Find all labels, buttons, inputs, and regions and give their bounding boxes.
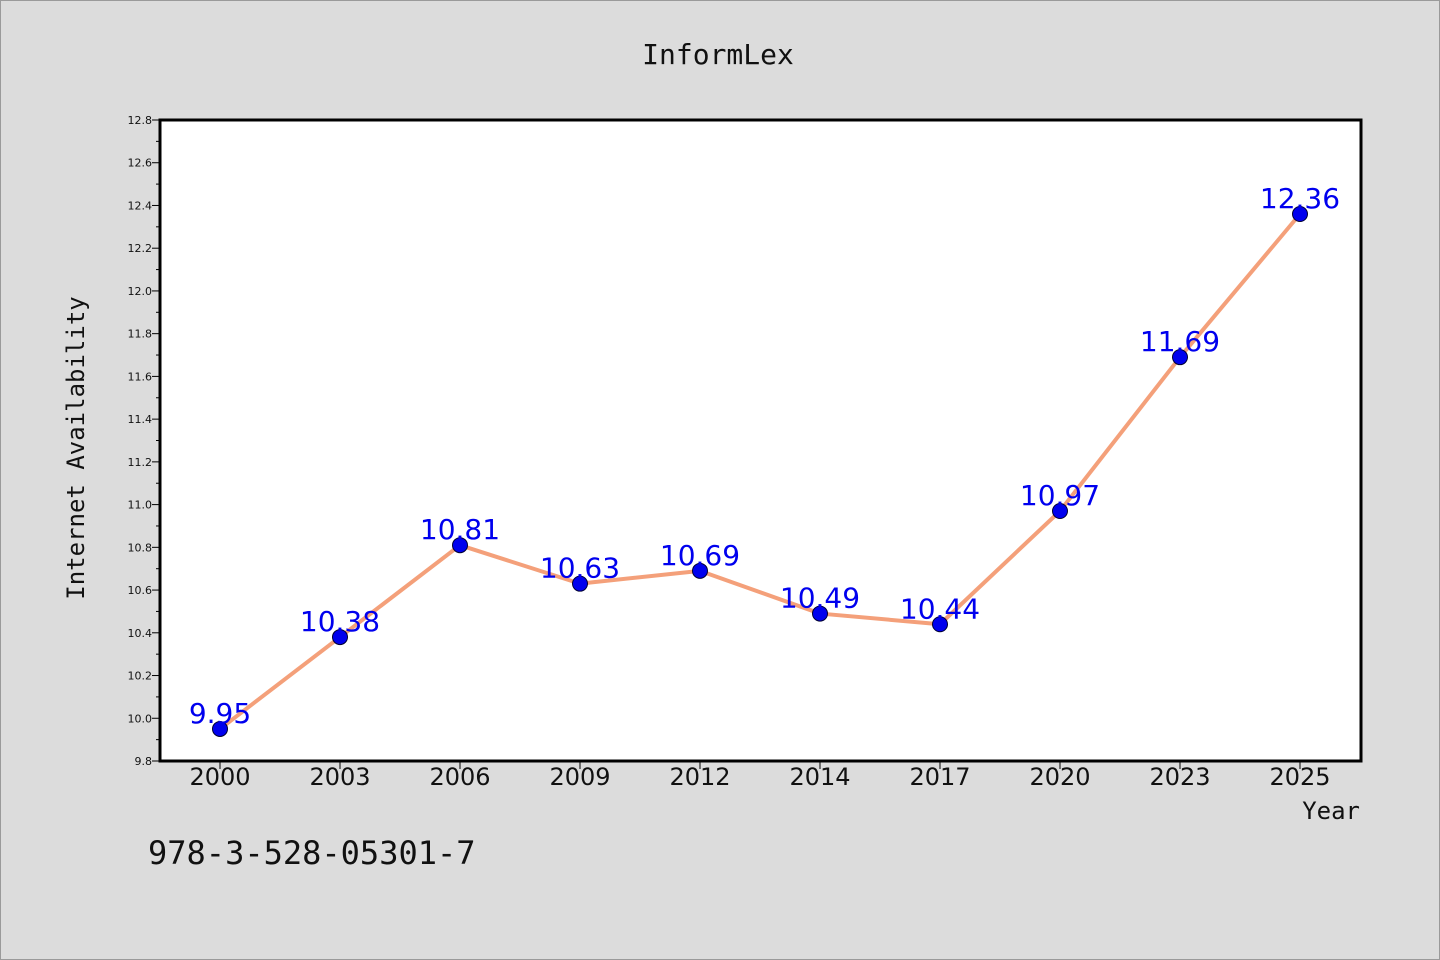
- x-tick-label: 2000: [189, 763, 250, 791]
- y-tick-label: 12.6: [128, 157, 153, 170]
- data-point: [692, 562, 708, 579]
- y-tick-label: 12.4: [128, 199, 153, 212]
- data-label: 10.63: [540, 552, 620, 585]
- data-point: [212, 720, 228, 737]
- y-tick-label: 10.8: [128, 541, 153, 554]
- data-label: 9.95: [189, 697, 251, 730]
- data-point: [812, 605, 828, 622]
- x-axis: 2000 2003 2006 2009 2012 2014 2017 2020 2023 2025: [189, 761, 1331, 791]
- data-point: [572, 575, 588, 592]
- isbn-text: 978-3-528-05301-7: [148, 834, 476, 872]
- y-tick-label: 11.6: [128, 370, 153, 383]
- x-axis-label: Year: [1302, 797, 1360, 825]
- y-tick-label: 12.2: [128, 242, 153, 255]
- data-point: [1052, 503, 1068, 520]
- data-label: 11.69: [1140, 325, 1220, 358]
- x-tick-label: 2023: [1149, 763, 1210, 791]
- x-tick-label: 2017: [909, 763, 970, 791]
- data-point: [332, 629, 348, 646]
- data-label: 10.38: [300, 605, 380, 638]
- data-point: [452, 537, 468, 554]
- x-tick-label: 2006: [429, 763, 490, 791]
- data-label: 10.49: [780, 582, 860, 615]
- series-line: [218, 212, 1302, 731]
- y-tick-label: 11.0: [128, 499, 153, 512]
- y-tick-label: 10.2: [128, 670, 153, 683]
- y-tick-label: 11.8: [128, 328, 153, 341]
- y-tick-label: 10.0: [128, 712, 153, 725]
- x-tick-label: 2020: [1029, 763, 1090, 791]
- data-label: 10.44: [900, 592, 980, 625]
- x-tick-label: 2009: [549, 763, 610, 791]
- data-point: [932, 616, 948, 633]
- x-tick-label: 2025: [1269, 763, 1330, 791]
- y-tick-label: 10.4: [128, 627, 153, 640]
- y-tick-label: 9.8: [135, 755, 153, 768]
- x-tick-label: 2014: [789, 763, 850, 791]
- y-axis-label: Internet Availability: [62, 296, 90, 599]
- data-label: 10.69: [660, 539, 740, 572]
- data-point: [1172, 349, 1188, 366]
- y-tick-label: 12.0: [128, 285, 153, 298]
- y-tick-label: 11.4: [128, 413, 153, 426]
- data-point: [1292, 206, 1308, 223]
- y-tick-label: 12.8: [128, 114, 153, 127]
- data-label: 10.97: [1020, 479, 1100, 512]
- y-tick-label: 11.2: [128, 456, 153, 469]
- data-label: 12.36: [1260, 182, 1340, 215]
- y-tick-label: 10.6: [128, 584, 153, 597]
- x-tick-label: 2003: [309, 763, 370, 791]
- chart-title: InformLex: [642, 38, 794, 71]
- plot-area: [158, 118, 1363, 763]
- y-axis: 9.8 10.0 10.2 10.4 10.6 10.8 11.0 11.2 11.4 11.6 1…: [128, 114, 160, 768]
- x-tick-label: 2012: [669, 763, 730, 791]
- data-label: 10.81: [420, 513, 500, 546]
- series: 9.95 10.38 10.81 10.63 10.69 10.49 10.44 10.97 1…: [189, 182, 1340, 737]
